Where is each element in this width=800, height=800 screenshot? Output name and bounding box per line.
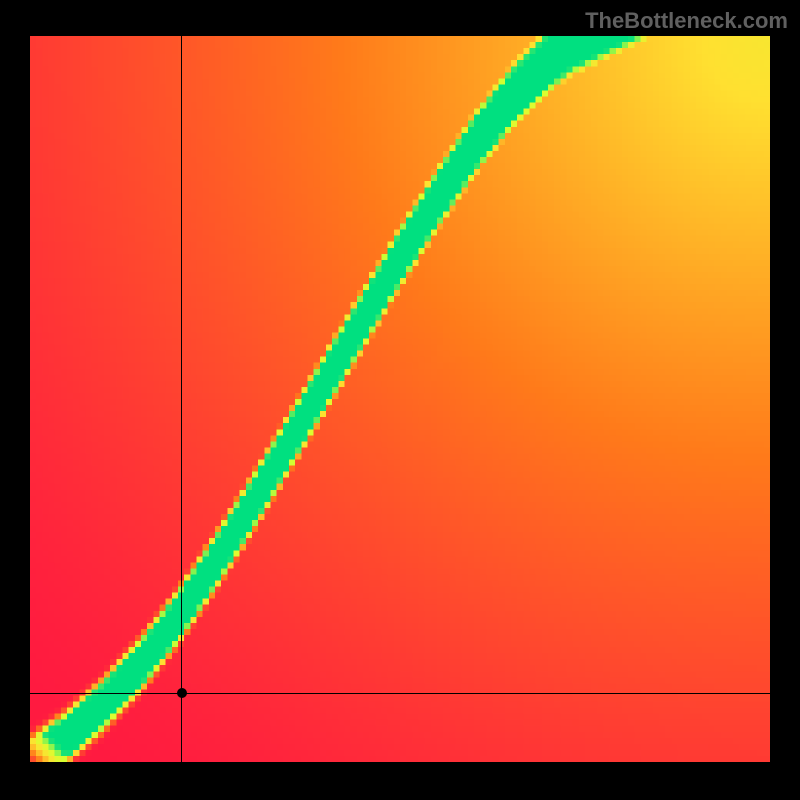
attribution-text: TheBottleneck.com <box>585 8 788 34</box>
heatmap-canvas <box>30 36 770 762</box>
crosshair-vertical <box>181 36 182 762</box>
heatmap-plot <box>30 36 770 762</box>
crosshair-marker <box>177 688 187 698</box>
crosshair-horizontal <box>30 693 770 694</box>
